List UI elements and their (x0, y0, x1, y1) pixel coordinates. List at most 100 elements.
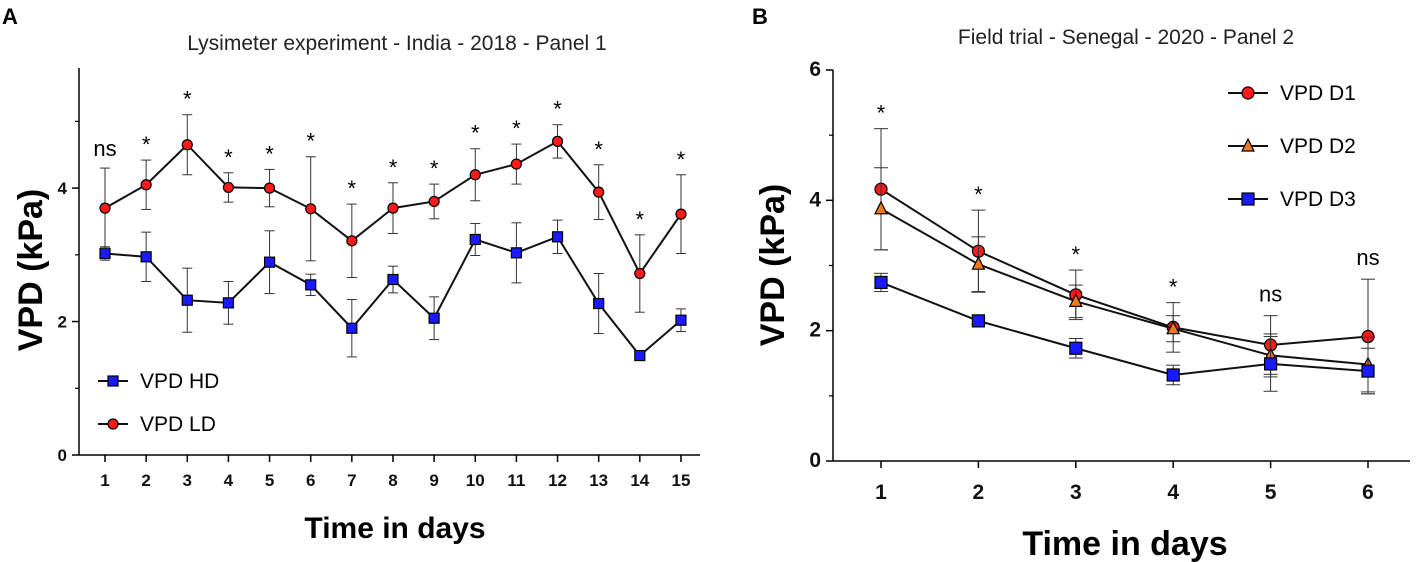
panel-b-x-axis-label: Time in days (1022, 525, 1227, 562)
data-point-circle (676, 209, 686, 219)
data-point-circle (388, 203, 398, 213)
data-point-circle (553, 136, 563, 146)
x-tick-label: 2 (973, 481, 985, 504)
x-tick-label: 4 (224, 471, 234, 490)
data-point-square (182, 295, 192, 305)
significance-label: * (677, 147, 686, 172)
x-tick-label: 6 (306, 471, 315, 490)
data-point-triangle (875, 202, 887, 214)
panel-b-title: Field trial - Senegal - 2020 - Panel 2 (958, 26, 1294, 49)
y-tick-label: 0 (58, 446, 67, 465)
x-tick-label: 1 (100, 471, 109, 490)
data-point-circle (100, 203, 110, 213)
significance-label: * (471, 121, 480, 146)
data-point-square (676, 315, 686, 325)
data-point-square (141, 252, 151, 262)
x-tick-label: 14 (630, 471, 649, 490)
significance-label: * (348, 176, 357, 201)
data-point-square (1070, 342, 1082, 354)
legend-marker-circle (1242, 87, 1254, 99)
significance-label: * (183, 87, 192, 112)
data-point-circle (429, 196, 439, 206)
data-point-circle (306, 204, 316, 214)
data-point-square (100, 248, 110, 258)
data-point-circle (347, 236, 357, 246)
x-tick-label: 4 (1167, 481, 1179, 504)
significance-label: * (265, 141, 274, 166)
legend-label: VPD D1 (1280, 82, 1356, 105)
data-point-square (1265, 358, 1277, 370)
significance-label: * (594, 137, 603, 162)
significance-label: * (430, 156, 439, 181)
data-point-square (265, 257, 275, 267)
data-point-circle (594, 187, 604, 197)
data-point-square (553, 232, 563, 242)
data-point-square (972, 315, 984, 327)
data-point-square (511, 248, 521, 258)
figure: A Lysimeter experiment - India - 2018 - … (0, 0, 1417, 562)
significance-label: * (1169, 275, 1178, 300)
x-tick-label: 5 (265, 471, 274, 490)
data-point-circle (182, 140, 192, 150)
data-point-square (594, 299, 604, 309)
significance-label: ns (93, 136, 116, 161)
y-tick-label: 6 (809, 58, 821, 81)
legend-marker-square (108, 376, 118, 386)
legend-marker-circle (108, 419, 118, 429)
legend-label: VPD HD (140, 370, 219, 393)
series-vpd-d1 (874, 129, 1375, 394)
x-tick-label: 7 (347, 471, 356, 490)
legend-label: VPD D2 (1280, 135, 1356, 158)
x-tick-label: 1 (875, 481, 887, 504)
x-tick-label: 13 (589, 471, 608, 490)
data-point-square (388, 275, 398, 285)
x-tick-label: 6 (1362, 481, 1374, 504)
panel-b-y-axis-label: VPD (kPa) (754, 184, 792, 347)
panel-a-title: Lysimeter experiment - India - 2018 - Pa… (187, 32, 606, 55)
panel-a-y-axis-label: VPD (kPa) (12, 189, 50, 352)
significance-label: * (1072, 242, 1081, 267)
significance-label: ns (1259, 282, 1282, 307)
panel-b: B Field trial - Senegal - 2020 - Panel 2… (752, 4, 1410, 562)
significance-label: ns (1356, 245, 1379, 270)
legend-marker-square (1242, 193, 1254, 205)
panel-a-plot: ns * * * * * * * * * * * * * * (93, 87, 686, 361)
data-point-square (470, 234, 480, 244)
series-vpd-hd (100, 220, 686, 360)
significance-label: * (224, 145, 233, 170)
panel-b-axes: 02461 2 3 4 5 6 (809, 58, 1410, 504)
significance-label: * (142, 132, 151, 157)
significance-label: * (974, 182, 983, 207)
data-point-circle (265, 183, 275, 193)
data-point-square (1362, 365, 1374, 377)
panel-a-legend: VPD HD VPD LD (98, 370, 219, 436)
x-tick-label: 11 (507, 471, 525, 490)
series-line (881, 209, 1368, 365)
x-tick-label: 5 (1265, 481, 1277, 504)
data-point-triangle (972, 257, 984, 269)
data-point-circle (141, 180, 151, 190)
data-point-circle (511, 159, 521, 169)
data-point-circle (223, 182, 233, 192)
significance-label: * (306, 129, 315, 154)
panel-b-label: B (752, 4, 768, 29)
data-point-square (875, 276, 887, 288)
y-tick-label: 4 (58, 179, 68, 198)
panel-a-x-axis-label: Time in days (304, 512, 485, 545)
significance-label: * (636, 207, 645, 232)
significance-label: * (512, 116, 521, 141)
data-point-square (306, 280, 316, 290)
y-tick-label: 2 (58, 313, 67, 332)
panel-a: A Lysimeter experiment - India - 2018 - … (2, 4, 700, 545)
significance-label: * (389, 155, 398, 180)
data-point-square (1167, 369, 1179, 381)
x-tick-label: 2 (141, 471, 150, 490)
x-tick-label: 15 (671, 471, 690, 490)
series-line (881, 282, 1368, 375)
data-point-square (635, 351, 645, 361)
x-tick-label: 3 (1070, 481, 1082, 504)
x-tick-label: 3 (183, 471, 192, 490)
data-point-circle (470, 170, 480, 180)
y-tick-label: 4 (809, 188, 821, 211)
series-vpd-d3 (874, 273, 1375, 394)
